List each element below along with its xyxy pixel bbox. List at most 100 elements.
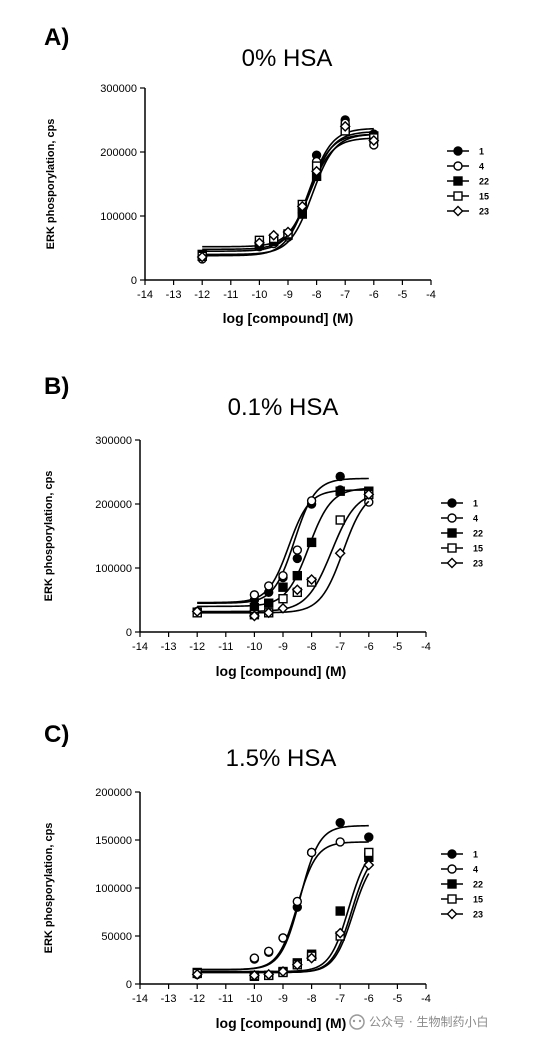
legend-label: 15 (479, 192, 489, 202)
watermark: 公众号 · 生物制药小白 (349, 1014, 488, 1030)
data-point (364, 847, 374, 858)
data-point (306, 496, 317, 506)
chart-panel-2: B) 0.1% HSA -14 -13 -12 -11 -10 -9 -8 -7 -6 -5 -4 0 10… (43, 373, 483, 679)
chart-panel-3: C) 1.5% HSA -14 -13 -12 -11 -10 -9 -8 -7 -6 -5 -4 0 50… (43, 721, 483, 1031)
x-tick-label: -6 (364, 641, 374, 653)
legend-label: 1 (473, 850, 478, 860)
x-tick-label: -5 (393, 641, 403, 653)
legend-item: 1 (441, 849, 478, 860)
data-point (292, 896, 302, 907)
fit-curve (202, 133, 374, 256)
x-tick-label: -13 (166, 289, 182, 301)
data-point (335, 837, 345, 847)
y-tick-label: 200000 (95, 499, 132, 511)
x-axis-label: log [compound] (M) (223, 310, 354, 326)
x-tick-label: -11 (223, 289, 238, 301)
x-tick-label: -6 (369, 289, 379, 301)
y-tick-label: 100000 (100, 211, 137, 223)
data-point (278, 582, 288, 592)
legend-item: 23 (441, 557, 483, 569)
legend-marker (453, 161, 463, 171)
y-tick-label: 0 (131, 275, 137, 287)
legend-label: 22 (473, 529, 483, 539)
data-point (291, 584, 303, 596)
data-point (306, 537, 317, 548)
legend-marker (447, 543, 457, 553)
data-point (335, 471, 345, 482)
legend-marker (447, 894, 457, 904)
x-tick-label: -14 (137, 289, 153, 301)
x-tick-label: -11 (218, 993, 233, 1005)
data-point (253, 237, 265, 249)
y-axis-label: ERK phosporylation, cps (45, 119, 57, 250)
legend-label: 15 (473, 544, 483, 554)
legend-label: 23 (473, 559, 483, 569)
legend-item: 23 (441, 908, 483, 920)
data-point (335, 515, 345, 525)
y-tick-label: 50000 (101, 931, 132, 943)
chart-title: 0% HSA (242, 45, 333, 72)
chart-panel-1: A) 0% HSA -14 -13 -12 -11 -10 -9 -8 -7 -6 -5 -4 0 1000… (44, 24, 489, 326)
data-point (282, 226, 294, 238)
legend-marker (447, 849, 457, 859)
data-point (278, 594, 288, 604)
legend-item: 22 (441, 528, 483, 539)
fit-curve (197, 866, 370, 974)
legend-marker (447, 879, 457, 889)
data-point (278, 933, 288, 943)
panel-label: B) (44, 373, 69, 400)
legend-item: 15 (447, 191, 489, 202)
data-point (364, 832, 374, 842)
legend-item: 23 (447, 205, 489, 217)
data-point (306, 574, 318, 586)
wechat-icon-eye (358, 1019, 362, 1023)
legend-item: 22 (447, 176, 489, 187)
data-point (277, 602, 289, 614)
wechat-icon (349, 1014, 365, 1030)
x-tick-label: -12 (189, 993, 205, 1005)
x-tick-label: -10 (246, 641, 262, 653)
x-tick-label: -5 (398, 289, 408, 301)
data-point (263, 968, 275, 980)
legend-item: 1 (441, 498, 478, 509)
legend-label: 23 (473, 910, 483, 920)
legend-marker (453, 191, 463, 201)
data-point (277, 966, 289, 978)
x-tick-label: -9 (283, 289, 293, 301)
legend-marker (447, 864, 457, 874)
x-axis-label: log [compound] (M) (216, 1015, 347, 1031)
y-axis-label: ERK phosporylation, cps (43, 471, 55, 602)
legend-marker (452, 205, 464, 217)
y-tick-label: 200000 (100, 147, 137, 159)
fit-curve (197, 873, 370, 974)
x-tick-label: -10 (251, 289, 267, 301)
y-tick-label: 150000 (95, 835, 132, 847)
y-axis-label: ERK phosporylation, cps (43, 823, 55, 954)
series-23 (191, 859, 375, 981)
legend-label: 22 (473, 880, 483, 890)
x-tick-label: -4 (421, 641, 431, 653)
data-point (191, 968, 203, 980)
x-tick-label: -14 (132, 993, 148, 1005)
data-point (335, 818, 345, 828)
series-4 (192, 837, 374, 979)
legend-label: 4 (473, 865, 478, 875)
data-point (292, 553, 302, 564)
y-tick-label: 300000 (100, 83, 137, 95)
data-point (249, 953, 260, 963)
x-tick-label: -9 (278, 641, 288, 653)
x-tick-label: -8 (312, 289, 322, 301)
chart-title: 0.1% HSA (228, 394, 339, 421)
wechat-icon-eye (352, 1019, 356, 1023)
legend-item: 15 (441, 543, 483, 554)
data-point (306, 847, 317, 858)
panel-label: A) (44, 24, 69, 51)
fit-curve (197, 824, 369, 971)
x-tick-label: -11 (218, 641, 233, 653)
x-tick-label: -7 (335, 641, 345, 653)
data-point (334, 927, 346, 939)
legend-label: 15 (473, 895, 483, 905)
legend-marker (453, 146, 463, 156)
data-point (339, 120, 351, 132)
y-tick-label: 100000 (95, 563, 132, 575)
